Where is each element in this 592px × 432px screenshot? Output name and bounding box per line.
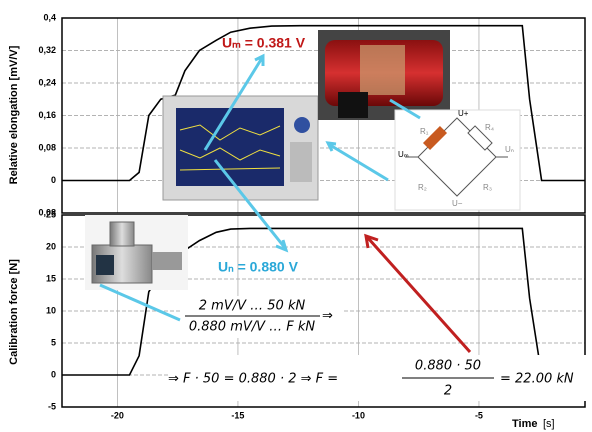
y-tick-label: 0,24 xyxy=(38,77,56,87)
x-tick-label: -15 xyxy=(231,410,244,420)
y-tick-label: 10 xyxy=(46,305,56,315)
chart: 0,40,320,240,160,0800,082520151050-5-20-… xyxy=(0,0,592,432)
y-tick-label: 20 xyxy=(46,241,56,251)
formula-text: 2 xyxy=(444,384,452,399)
bridge-label: R₄ xyxy=(485,123,494,132)
y-tick-label: 5 xyxy=(51,337,56,347)
x-tick-label: -20 xyxy=(111,410,124,420)
y-tick-label: 0,16 xyxy=(38,110,56,120)
y-axis-label: Calibration force [N] xyxy=(8,259,20,365)
bridge-label: R₂ xyxy=(418,183,427,192)
strain-gauge-photo xyxy=(318,30,450,120)
x-axis-unit: [s] xyxy=(543,418,555,430)
y-tick-label: 0,32 xyxy=(38,45,56,55)
y-tick-label: 0,08 xyxy=(38,142,56,152)
formula: 2 mV/V … 50 kN 0.880 mV/V … F kN ⇒ ⇒ F ·… xyxy=(168,296,586,401)
y-axis-label: Relative elongation [mV/V] xyxy=(8,45,20,184)
formula-text: 0.880 · 50 xyxy=(415,359,481,374)
bridge-label: Uₘ xyxy=(398,150,409,159)
y-tick-label: 0 xyxy=(51,369,56,379)
formula-text: ⇒ xyxy=(322,309,333,324)
bridge-diagram: U+ R₁ R₄ Uₘ R₂ R₃ U− Uₙ xyxy=(395,109,520,210)
bridge-label: Uₙ xyxy=(505,145,514,154)
annotation: Uₘ = 0.381 V xyxy=(222,35,306,51)
x-tick-label: -10 xyxy=(352,410,365,420)
bridge-label: R₃ xyxy=(483,183,492,192)
formula-text: 0.880 mV/V … F kN xyxy=(189,320,316,335)
formula-text: 2 mV/V … 50 kN xyxy=(199,299,306,314)
y-tick-label: 25 xyxy=(46,209,56,219)
oscilloscope-photo xyxy=(163,96,318,200)
bridge-label: U− xyxy=(452,199,463,208)
x-tick-label: -5 xyxy=(475,410,483,420)
y-tick-label: -5 xyxy=(48,401,56,411)
formula-text: ⇒ F · 50 = 0.880 · 2 ⇒ F = xyxy=(168,372,338,387)
bridge-label: R₁ xyxy=(420,127,429,136)
y-tick-label: 0 xyxy=(51,175,56,185)
formula-text: = 22.00 kN xyxy=(500,372,574,387)
annotation: Uₙ = 0.880 V xyxy=(218,259,299,275)
bridge-label: U+ xyxy=(458,109,469,118)
load-cell-photo xyxy=(85,215,188,290)
y-tick-label: 0,4 xyxy=(43,12,56,22)
x-axis-label: Time xyxy=(512,418,537,430)
y-tick-label: 15 xyxy=(46,273,56,283)
